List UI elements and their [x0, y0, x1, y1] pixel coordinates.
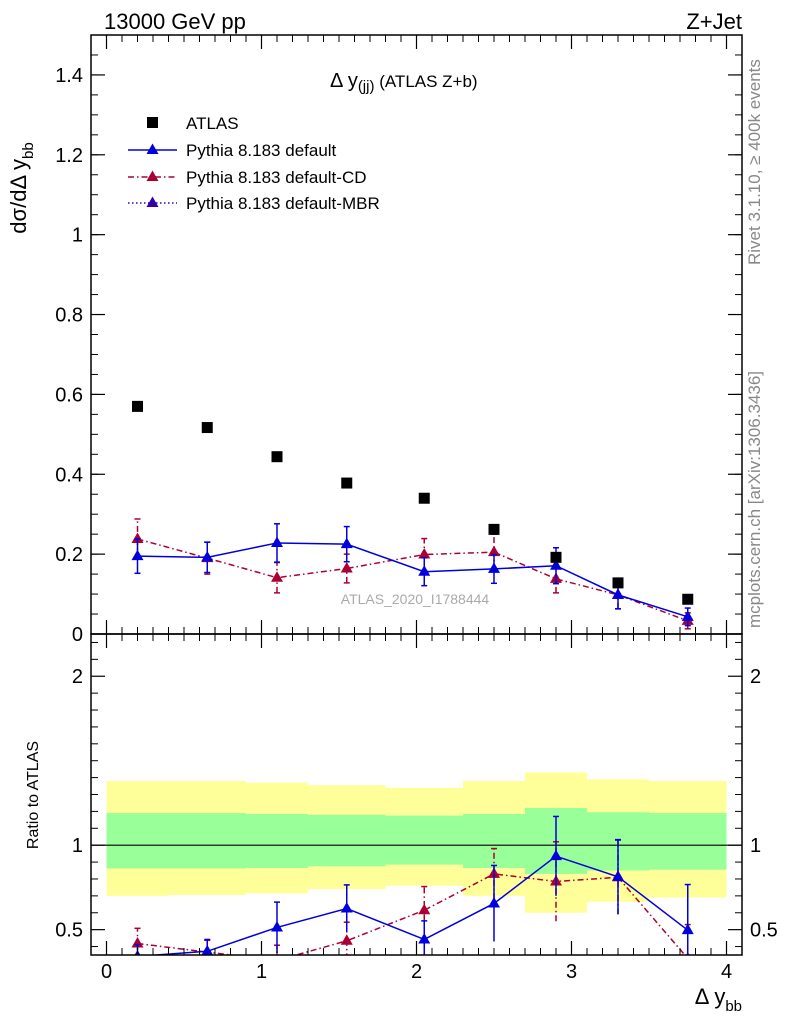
legend-label-cd: Pythia 8.183 default-CD: [186, 168, 367, 187]
analysis-label: ATLAS_2020_I1788444: [341, 591, 490, 607]
ratio-ytick-label: 1: [72, 835, 83, 857]
plot-title-sub: (jj): [358, 78, 375, 95]
xlabel: Δ ybb: [695, 984, 742, 1015]
main-point-default: [340, 537, 353, 549]
ratio-ytick-label: 0.5: [55, 920, 83, 942]
plot-title: Δ y(jj) (ATLAS Z+b): [330, 70, 478, 95]
ratio-band-inner: [246, 813, 308, 868]
ratio-ylabel: Ratio to ATLAS: [25, 741, 42, 849]
legend-marker-cd: [146, 170, 159, 181]
main-point-atlas: [488, 523, 500, 535]
main-ytick-label: 1.4: [55, 65, 83, 87]
main-point-atlas: [132, 400, 143, 412]
energy-label: 13000 GeV pp: [104, 9, 246, 34]
main-point-atlas: [612, 577, 624, 589]
plot-title-main: Δ y: [330, 70, 358, 92]
xlabel-text: Δ y: [695, 984, 726, 1009]
legend-marker-mbr: [146, 196, 159, 207]
main-panel: 0 0.2 0.4 0.6 0.8 1 1.2 1.4 dσ/dΔ ybb Δ y(jj) (…: [6, 34, 743, 646]
main-point-default: [271, 536, 283, 547]
legend: ATLAS Pythia 8.183 default Pythia 8.183 …: [128, 114, 380, 213]
main-point-cd: [488, 545, 500, 557]
main-line-cd: [137, 538, 689, 622]
xtick-label: 1: [256, 961, 267, 983]
xtick-label: 3: [566, 961, 577, 983]
ratio-band-inner: [106, 813, 169, 869]
xtick-label: 4: [721, 961, 732, 983]
main-point-atlas: [341, 477, 353, 489]
main-point-atlas: [550, 551, 562, 563]
ratio-band-inner: [308, 814, 386, 867]
main-point-cd: [131, 532, 144, 543]
ratio-point-default: [681, 923, 694, 935]
ratio-ytick-label-right: 2: [750, 666, 761, 688]
main-point-default: [418, 565, 431, 576]
main-point-default: [488, 562, 500, 573]
main-point-cd: [340, 562, 353, 573]
main-point-cd: [271, 571, 283, 582]
ratio-band-inner: [649, 813, 727, 870]
xlabel-sub: bb: [725, 998, 742, 1015]
rivet-label: Rivet 3.1.10, ≥ 400k events: [745, 59, 764, 265]
ratio-point-default: [340, 902, 353, 913]
main-point-default: [131, 549, 144, 561]
ratio-point-default: [201, 944, 214, 955]
ratio-band-inner: [463, 813, 525, 868]
main-ytick-label: 1: [72, 225, 83, 247]
main-point-default: [201, 550, 214, 562]
legend-label-default: Pythia 8.183 default: [186, 141, 337, 160]
main-point-atlas: [682, 593, 694, 605]
legend-label-mbr: Pythia 8.183 default-MBR: [186, 194, 380, 213]
main-ytick-label: 0: [72, 624, 83, 646]
main-ytick-label: 0.4: [55, 464, 83, 486]
ratio-panel: 0.5 0.5 1 1 2 2 0 1 2 3 4 Ratio to ATLAS Δ ybb: [25, 633, 778, 1015]
ratio-point-default: [550, 849, 562, 861]
ratio-band-inner: [385, 815, 463, 865]
main-point-atlas: [271, 451, 283, 463]
mcplots-label: mcplots.cern.ch [arXiv:1306.3436]: [745, 371, 764, 628]
ratio-ytick-label-right: 1: [750, 835, 761, 857]
main-point-default: [681, 610, 694, 621]
plot-title-rest: (ATLAS Z+b): [374, 72, 477, 91]
main-ylabel-sub: bb: [20, 142, 37, 159]
main-ytick-label: 0.8: [55, 305, 83, 327]
xtick-label: 0: [101, 961, 112, 983]
ratio-point-cd: [340, 934, 353, 945]
process-label: Z+Jet: [686, 9, 742, 34]
legend-marker-atlas: [147, 117, 158, 128]
ratio-point-default: [488, 896, 500, 908]
xtick-label: 2: [411, 961, 422, 983]
ratio-ytick-label: 2: [72, 666, 83, 688]
main-point-atlas: [418, 492, 430, 504]
main-point-cd: [418, 548, 431, 559]
ratio-ytick-label-right: 0.5: [750, 920, 778, 942]
ratio-point-default: [612, 870, 624, 881]
main-point-default: [550, 559, 562, 570]
ratio-point-default: [271, 920, 283, 932]
main-ytick-label: 0.2: [55, 544, 83, 566]
main-point-atlas: [201, 422, 213, 434]
main-ylabel: dσ/dΔ ybb: [6, 142, 37, 233]
legend-label-atlas: ATLAS: [186, 114, 239, 133]
main-ylabel-text: dσ/dΔ y: [6, 159, 31, 234]
ratio-point-default: [418, 932, 431, 944]
main-ytick-label: 0.6: [55, 384, 83, 406]
ratio-point-cd: [418, 903, 431, 915]
main-point-default: [612, 588, 624, 599]
ratio-band-inner: [168, 813, 246, 869]
legend-marker-default: [146, 143, 159, 154]
main-ytick-label: 1.2: [55, 145, 83, 167]
